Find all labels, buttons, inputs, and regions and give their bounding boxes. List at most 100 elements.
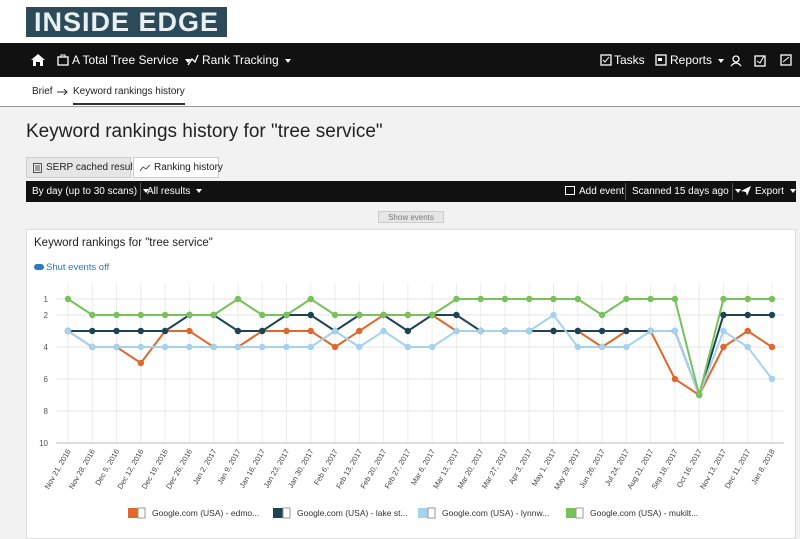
home-icon[interactable] (30, 53, 46, 67)
events-toggle[interactable] (34, 264, 44, 270)
data-point (720, 295, 727, 303)
logo[interactable]: INSIDE EDGE (26, 7, 227, 37)
x-tick: Dec 5, 2016 (93, 448, 121, 488)
filter-select[interactable]: All results (147, 186, 202, 197)
x-tick: Apr 3, 2017 (507, 448, 534, 486)
tab-icon (140, 164, 151, 172)
data-point (671, 327, 679, 335)
data-point (477, 295, 484, 303)
events-toggle-label[interactable]: Shut events off (46, 262, 110, 273)
data-point (744, 343, 751, 351)
legend-label: Google.com (USA) - lake st... (297, 508, 408, 518)
legend-swatch (418, 508, 428, 518)
nav-icons[interactable] (730, 54, 794, 67)
period-select[interactable]: By day (up to 30 scans) (32, 186, 149, 197)
data-point (574, 343, 581, 351)
data-point (768, 343, 776, 351)
data-point (671, 375, 679, 383)
tab-label[interactable]: SERP cached results (46, 162, 141, 173)
data-point (695, 391, 703, 399)
show-events-button[interactable]: Show events (378, 211, 444, 223)
tab-icon (33, 163, 42, 173)
data-point (768, 375, 776, 383)
data-point (404, 327, 412, 335)
x-tick: Jan 2, 2017 (191, 448, 218, 486)
export-icon (741, 186, 751, 196)
y-tick-label: 8 (44, 407, 49, 416)
tab[interactable] (26, 157, 131, 178)
data-point (137, 343, 145, 351)
legend-swatch (273, 508, 283, 518)
data-point (137, 359, 145, 367)
data-point (501, 327, 509, 335)
data-point (671, 295, 679, 303)
tab-active[interactable] (133, 157, 219, 178)
reports-icon (655, 54, 667, 66)
chart-title: Keyword rankings for "tree service" (34, 237, 213, 249)
data-point (550, 311, 557, 319)
legend-swatch (566, 508, 576, 518)
rank-icon (187, 54, 199, 66)
add-event-button[interactable]: Add event (579, 186, 625, 197)
module-menu[interactable]: Rank Tracking (202, 53, 291, 67)
data-point (186, 343, 193, 351)
x-tick-label: Dec 11, 2017 (723, 448, 753, 491)
data-point (768, 295, 776, 303)
x-tick-label: Dec 5, 2016 (93, 448, 121, 488)
data-point (380, 327, 387, 335)
data-point (161, 343, 169, 351)
data-point (210, 343, 217, 351)
x-tick-label: Apr 3, 2017 (507, 448, 534, 486)
tasks-link[interactable]: Tasks (614, 53, 645, 67)
data-point (623, 295, 630, 303)
data-point (404, 311, 412, 319)
data-point (307, 343, 314, 351)
data-point (598, 311, 606, 319)
data-point (113, 343, 120, 351)
data-point (331, 343, 339, 351)
breadcrumb-arrow (57, 89, 68, 95)
data-point (356, 327, 363, 335)
data-point (356, 311, 363, 319)
data-point (598, 327, 606, 335)
data-point (89, 311, 96, 319)
x-tick-label: Jan 8, 2018 (749, 448, 776, 486)
reports-menu[interactable]: Reports (670, 53, 724, 67)
data-point (453, 295, 460, 303)
separator (732, 183, 733, 200)
data-point (453, 327, 460, 335)
y-tick-label: 10 (39, 439, 48, 448)
series-line (67, 313, 773, 398)
export-menu[interactable]: Export (755, 186, 796, 197)
page-title: Keyword rankings history for "tree servi… (26, 121, 383, 142)
x-tick: Feb 6, 2017 (312, 448, 340, 487)
scanned-select[interactable]: Scanned 15 days ago (632, 186, 741, 197)
data-point (477, 327, 484, 335)
data-point (113, 327, 120, 335)
x-tick-label: Feb 6, 2017 (312, 448, 340, 487)
data-point (283, 311, 290, 319)
data-point (623, 343, 630, 351)
data-point (356, 343, 363, 351)
x-tick-label: Mar 6, 2017 (409, 448, 437, 487)
data-point (768, 311, 776, 319)
data-point (186, 327, 193, 335)
data-point (186, 311, 193, 319)
project-menu[interactable]: A Total Tree Service (72, 53, 191, 67)
plot-area (56, 283, 784, 445)
legend-swatch-box (575, 507, 584, 519)
data-point (720, 343, 727, 351)
data-point (161, 311, 169, 319)
data-point (234, 327, 242, 335)
data-point (307, 311, 314, 319)
data-point (647, 295, 654, 303)
tab-label[interactable]: Ranking history (154, 162, 223, 173)
x-tick-label: Jan 9, 2017 (215, 448, 242, 486)
breadcrumb-link[interactable]: Brief (32, 86, 53, 97)
x-tick-label: Jan 2, 2017 (191, 448, 218, 486)
y-tick-label: 2 (44, 311, 49, 320)
data-point (89, 327, 96, 335)
data-point (283, 327, 290, 335)
